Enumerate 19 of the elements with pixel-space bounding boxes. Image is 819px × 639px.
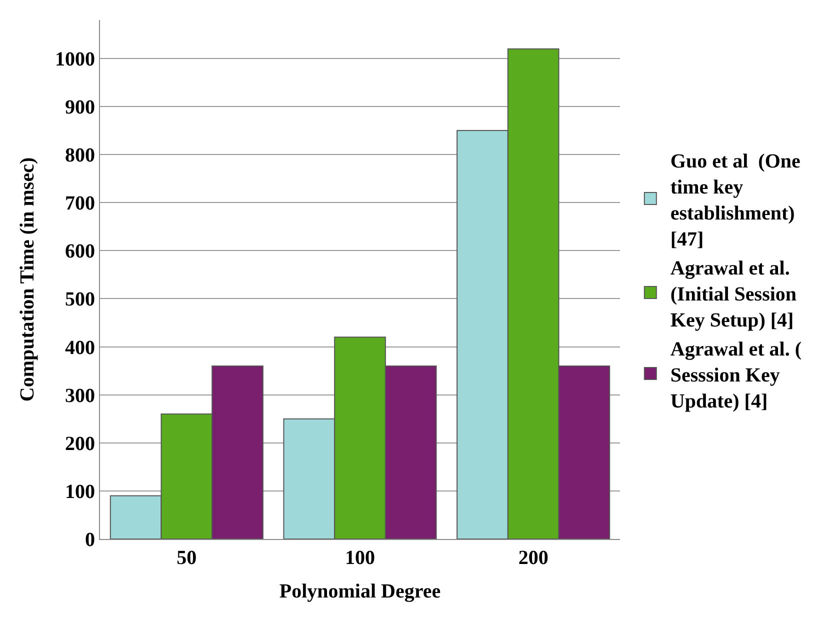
y-tick-label: 400 — [65, 336, 95, 359]
x-axis-title: Polynomial Degree — [279, 580, 441, 602]
x-tick-label: 200 — [518, 547, 548, 569]
y-tick-label: 200 — [65, 432, 95, 455]
legend-label: Guo et al (One time key establishment) [47] — [670, 150, 801, 250]
y-tick-label: 0 — [85, 529, 95, 551]
legend-label: Agrawal et al. ( Sesssion Key Update) [4] — [670, 338, 802, 412]
y-tick-label: 500 — [65, 288, 95, 311]
y-tick-label: 700 — [65, 192, 95, 215]
y-axis-title: Computation Time (in msec) — [16, 157, 38, 402]
y-tick-label: 1000 — [55, 48, 95, 70]
x-tick-label: 50 — [176, 547, 197, 569]
y-tick-label: 800 — [65, 144, 95, 167]
legend-label: Agrawal et al. (Initial Session Key Setup) [4] — [670, 257, 797, 332]
y-tick-label: 100 — [65, 480, 95, 503]
y-tick-label: 900 — [65, 96, 95, 118]
y-tick-label: 600 — [65, 240, 95, 263]
y-tick-label: 300 — [65, 384, 95, 407]
x-tick-label: 100 — [345, 547, 375, 569]
